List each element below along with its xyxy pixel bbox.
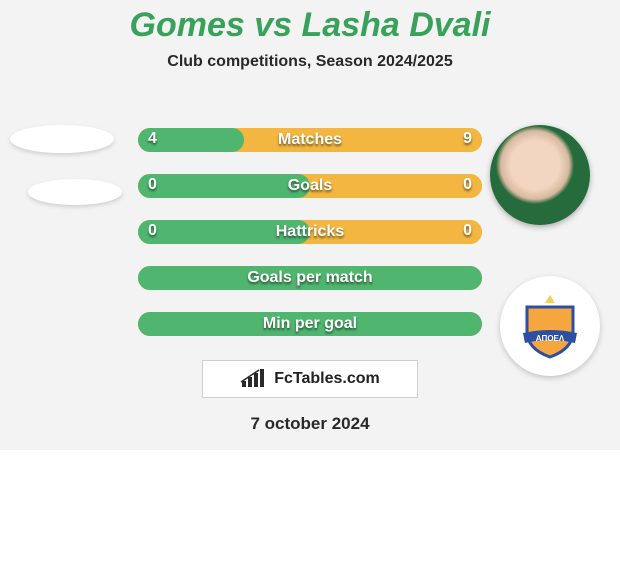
bar-row: Hattricks 0 0 [138,220,482,244]
player-left-avatar [10,125,110,245]
bar-row: Min per goal [138,312,482,336]
bar-label: Matches [278,131,342,149]
bar-row: Goals per match [138,266,482,290]
bar-value-right: 0 [463,176,472,194]
branding-box: FcTables.com [202,360,418,398]
bar-value-right: 0 [463,222,472,240]
bar-row: Goals 0 0 [138,174,482,198]
bar-value-left: 0 [148,222,157,240]
shield-icon: ΑΠΟΕΛ [515,291,585,361]
bar-track: Goals per match [138,266,482,290]
page-title: Gomes vs Lasha Dvali [0,0,620,45]
bar-fill-right [310,174,482,198]
subtitle: Club competitions, Season 2024/2025 [0,53,620,71]
bar-label: Goals [288,177,332,195]
bar-value-left: 0 [148,176,157,194]
bar-track: Hattricks 0 0 [138,220,482,244]
bars-chart-icon [240,369,268,389]
bar-value-right: 9 [463,130,472,148]
branding-text: FcTables.com [274,370,380,388]
bar-row: Matches 4 9 [138,128,482,152]
bar-label: Hattricks [276,223,344,241]
player-right-avatar [490,125,590,245]
bar-value-left: 4 [148,130,157,148]
avatar-photo-icon [490,125,590,225]
bar-track: Matches 4 9 [138,128,482,152]
club-placeholder-icon [28,179,122,205]
badge-text: ΑΠΟΕΛ [536,334,565,343]
bar-label: Min per goal [263,315,357,333]
bar-fill-left [138,174,310,198]
date-text: 7 october 2024 [250,414,369,434]
comparison-bars: Matches 4 9 Goals 0 0 Hattricks 0 0 Goals per mat… [138,128,482,358]
bar-label: Goals per match [247,269,372,287]
avatar-placeholder-icon [10,125,114,153]
club-badge-right: ΑΠΟΕΛ [500,276,600,376]
comparison-widget: Gomes vs Lasha Dvali Club competitions, … [0,0,620,450]
bar-track: Min per goal [138,312,482,336]
bar-track: Goals 0 0 [138,174,482,198]
